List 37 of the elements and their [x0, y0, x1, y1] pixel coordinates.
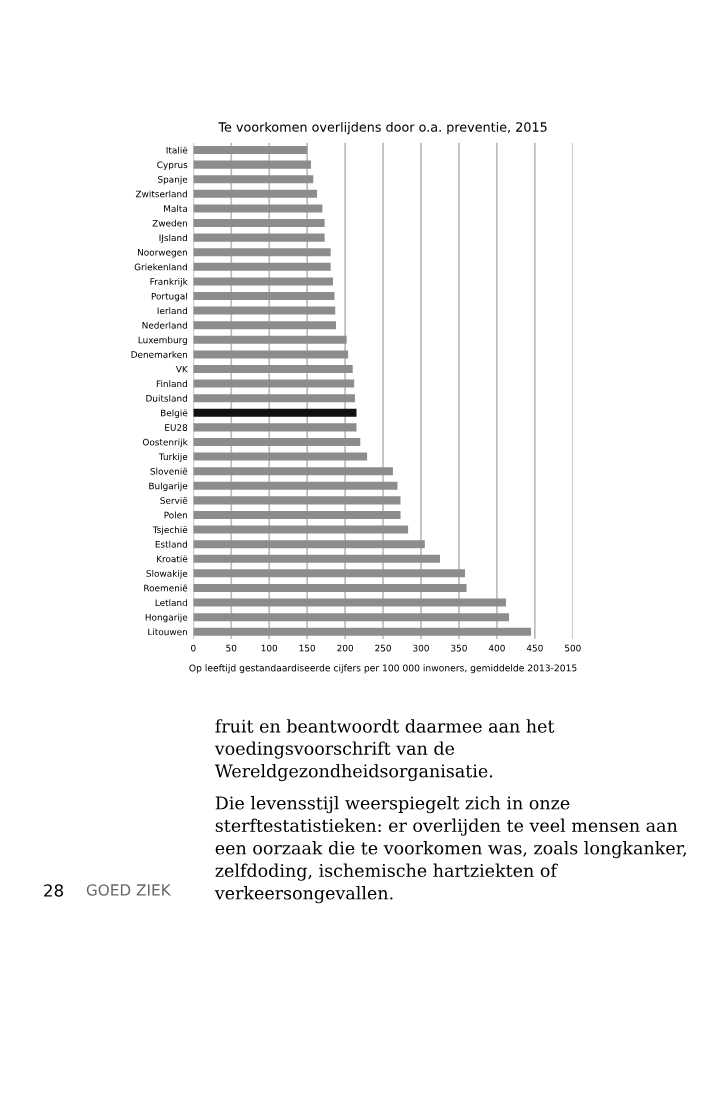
bar	[193, 350, 349, 359]
bar	[193, 175, 314, 184]
bar	[193, 364, 353, 374]
bar	[193, 510, 401, 519]
bar	[193, 262, 331, 271]
bar	[193, 627, 532, 636]
bar	[193, 423, 357, 432]
bar	[193, 583, 467, 592]
bar	[193, 233, 325, 242]
bar	[193, 569, 466, 578]
bar	[193, 540, 425, 549]
bar	[193, 219, 325, 228]
bar	[193, 613, 510, 622]
bar	[193, 277, 333, 286]
bar	[193, 248, 331, 257]
bar	[193, 321, 336, 330]
text: Die levensstijl weerspiegelt zich in onze sterftestatistieken: er overlijden te veel mensen aan een oorzaak die te voorkomen was, zoals longkanker, zelfdoding, ischemische hartziekten of verkeersongevallen.	[214, 796, 686, 904]
bar	[193, 554, 440, 563]
bar	[193, 481, 398, 490]
bar	[193, 189, 318, 198]
text: 28	[44, 884, 64, 897]
bar	[193, 496, 401, 505]
bar	[193, 408, 357, 417]
text: fruit en beantwoordt daarmee aan het voedingsvoorschrift van de Wereldgezondheidsorganisatie.	[214, 719, 555, 782]
bar	[193, 598, 507, 607]
bar	[193, 306, 336, 315]
bar	[193, 525, 409, 534]
bar	[193, 379, 355, 388]
bar	[193, 437, 361, 446]
bar	[193, 146, 308, 155]
bar	[193, 160, 311, 169]
bar	[193, 291, 335, 301]
bar	[193, 394, 355, 403]
bar	[193, 467, 393, 476]
bar	[193, 204, 323, 213]
bar	[193, 452, 368, 461]
bar	[193, 335, 347, 344]
